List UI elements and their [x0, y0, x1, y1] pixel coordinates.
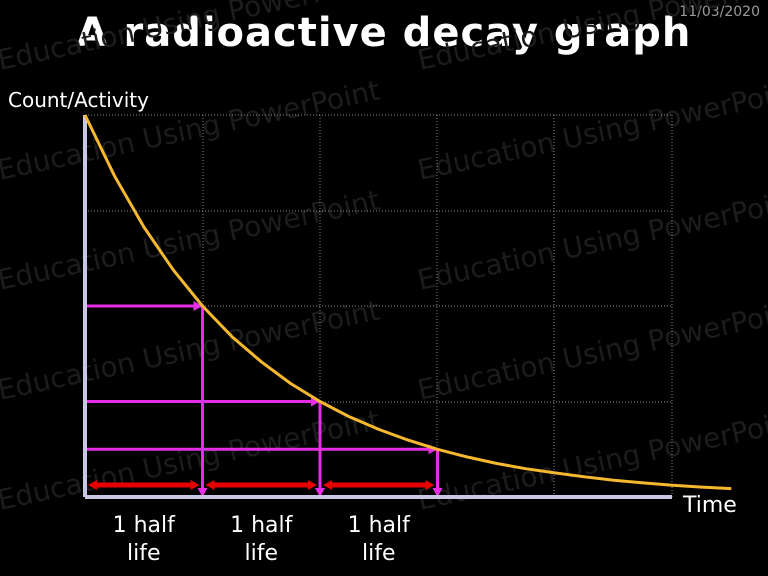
curve-layer [83, 114, 732, 491]
chart-title: A radioactive decay graph [76, 10, 692, 56]
guide-arrowhead [193, 301, 203, 311]
half-life-guides [85, 301, 443, 497]
half-life-label-line2: life [244, 541, 278, 566]
half-life-label-line1: 1 half [347, 513, 410, 538]
half-life-arrows [88, 480, 435, 490]
half-life-label-line2: life [361, 541, 396, 566]
half-life-arrowhead [88, 480, 97, 490]
half-life-arrowhead [205, 480, 215, 490]
half-life-arrowhead [308, 480, 317, 490]
half-life-arrowhead [190, 480, 200, 490]
axes [83, 115, 672, 499]
half-life-label-line1: 1 half [112, 513, 175, 538]
slide-date: 11/03/2020 [679, 4, 760, 20]
y-axis-label: Count/Activity [8, 88, 149, 112]
guide-arrowhead [432, 488, 443, 497]
half-life-arrowhead [323, 480, 332, 490]
half-life-label: 1 half life [329, 512, 429, 568]
guide-arrowhead [315, 488, 325, 497]
half-life-arrowhead [425, 480, 435, 490]
half-life-label-line2: life [126, 541, 161, 566]
half-life-label: 1 half life [211, 512, 311, 568]
half-life-label: 1 half life [94, 512, 194, 568]
half-life-label-line1: 1 half [230, 513, 293, 538]
guide-arrowhead [197, 488, 208, 497]
decay-curve [83, 114, 732, 491]
x-axis-label: Time [683, 493, 737, 518]
